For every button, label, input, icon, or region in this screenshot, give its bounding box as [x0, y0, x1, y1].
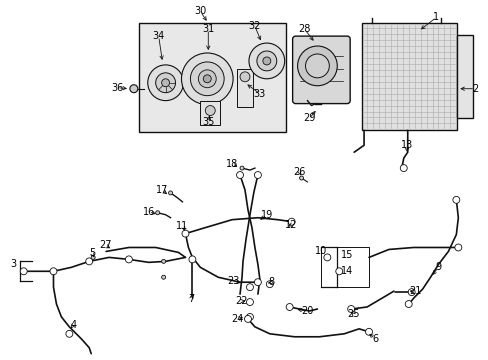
Circle shape: [147, 65, 183, 100]
Text: 17: 17: [155, 185, 167, 195]
Bar: [361, 23, 456, 130]
Circle shape: [155, 211, 160, 215]
Text: 25: 25: [346, 309, 359, 319]
Circle shape: [130, 85, 138, 93]
Bar: [321, 247, 368, 287]
Circle shape: [20, 268, 27, 275]
Circle shape: [248, 43, 284, 79]
Text: 4: 4: [70, 320, 76, 330]
Text: 36: 36: [111, 83, 123, 93]
Text: 10: 10: [315, 247, 327, 256]
Text: 30: 30: [194, 6, 206, 16]
Circle shape: [168, 191, 172, 195]
Text: 18: 18: [225, 159, 238, 169]
Circle shape: [299, 176, 303, 180]
Circle shape: [91, 255, 95, 260]
Circle shape: [198, 70, 216, 88]
Text: 1: 1: [432, 12, 439, 22]
Text: 27: 27: [99, 240, 111, 251]
Bar: [139, 23, 285, 132]
Text: 6: 6: [371, 334, 377, 344]
Circle shape: [365, 328, 372, 335]
Text: 20: 20: [301, 306, 313, 316]
Text: 19: 19: [260, 210, 272, 220]
Text: 23: 23: [226, 276, 239, 286]
Circle shape: [405, 301, 411, 307]
Text: 28: 28: [298, 24, 310, 34]
Text: 32: 32: [248, 21, 261, 31]
Circle shape: [240, 166, 244, 170]
Circle shape: [190, 62, 224, 96]
Circle shape: [203, 75, 211, 83]
FancyBboxPatch shape: [292, 36, 349, 104]
Circle shape: [162, 275, 165, 279]
Text: 29: 29: [303, 113, 315, 123]
Circle shape: [50, 268, 57, 275]
Circle shape: [240, 72, 249, 82]
Circle shape: [162, 260, 165, 264]
Text: 3: 3: [11, 259, 17, 269]
Text: 16: 16: [142, 207, 155, 217]
Text: 26: 26: [293, 167, 305, 177]
Circle shape: [452, 196, 459, 203]
Circle shape: [400, 165, 407, 172]
Circle shape: [244, 315, 251, 323]
Text: 24: 24: [230, 314, 243, 324]
Text: 2: 2: [471, 84, 477, 94]
Bar: [237, 69, 252, 107]
Text: 35: 35: [202, 117, 214, 127]
Circle shape: [188, 256, 196, 263]
Text: 7: 7: [188, 294, 194, 304]
Circle shape: [205, 105, 215, 116]
Text: 22: 22: [234, 296, 247, 306]
Circle shape: [125, 256, 132, 263]
Text: 21: 21: [408, 286, 421, 296]
Text: 15: 15: [340, 251, 353, 260]
Circle shape: [155, 73, 175, 93]
Circle shape: [285, 303, 292, 310]
Text: 8: 8: [268, 277, 274, 287]
Circle shape: [162, 79, 169, 87]
Circle shape: [236, 172, 243, 179]
Text: 9: 9: [434, 262, 441, 272]
Circle shape: [246, 314, 253, 320]
Circle shape: [66, 330, 73, 337]
Circle shape: [347, 306, 354, 312]
Circle shape: [297, 46, 337, 86]
Circle shape: [246, 298, 253, 306]
Text: 34: 34: [152, 31, 164, 41]
Circle shape: [266, 281, 273, 288]
Text: 14: 14: [340, 266, 353, 276]
Circle shape: [182, 230, 188, 237]
Circle shape: [335, 268, 342, 275]
Text: 11: 11: [176, 221, 188, 231]
Circle shape: [305, 54, 328, 78]
Circle shape: [287, 218, 294, 225]
Circle shape: [254, 279, 261, 286]
Bar: [456, 35, 472, 118]
Circle shape: [454, 244, 461, 251]
Text: 31: 31: [202, 24, 214, 34]
Circle shape: [263, 57, 270, 65]
Text: 13: 13: [400, 140, 412, 150]
Circle shape: [254, 172, 261, 179]
Text: 33: 33: [253, 89, 265, 99]
Text: 12: 12: [285, 220, 297, 230]
Bar: [200, 100, 220, 125]
Circle shape: [407, 289, 414, 296]
Circle shape: [256, 51, 276, 71]
Circle shape: [323, 254, 330, 261]
Circle shape: [246, 284, 253, 291]
Circle shape: [85, 258, 93, 265]
Text: 5: 5: [89, 248, 95, 258]
Circle shape: [181, 53, 233, 105]
